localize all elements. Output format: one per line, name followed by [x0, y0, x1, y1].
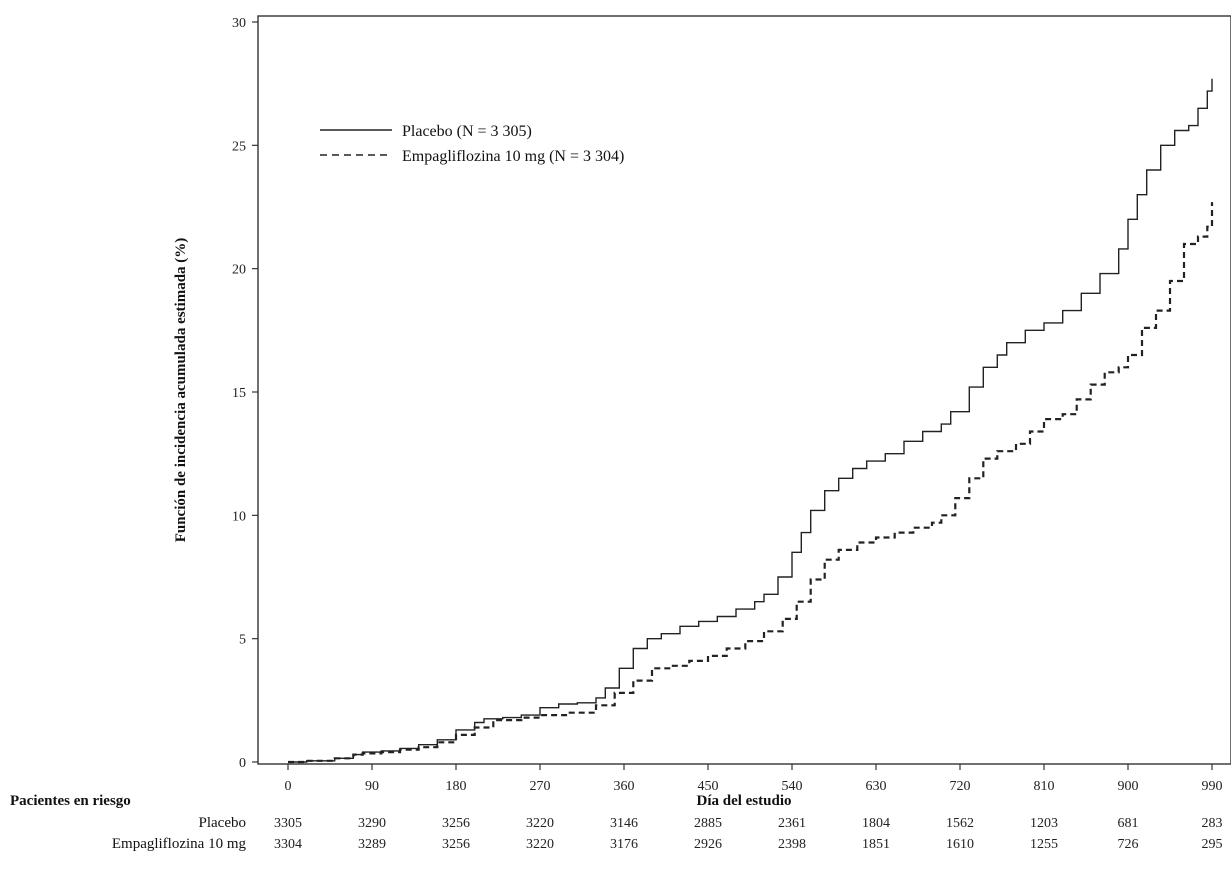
- risk-value-placebo-7: 1804: [862, 816, 890, 831]
- x-tick-label-5: 450: [698, 779, 719, 794]
- risk-value-placebo-10: 681: [1118, 816, 1139, 831]
- x-tick-label-8: 720: [950, 779, 971, 794]
- series-line-empagliflozina: [288, 202, 1214, 764]
- y-tick-label-3: 15: [232, 386, 246, 401]
- x-tick-label-0: 0: [285, 779, 292, 794]
- risk-table: Pacientes en riesgo Placebo Empagliflozi…: [10, 793, 1223, 852]
- y-tick-label-0: 0: [239, 756, 246, 771]
- x-tick-label-11: 990: [1202, 779, 1223, 794]
- y-axis-title: Función de incidencia acumulada estimada…: [173, 238, 189, 543]
- y-tick-label-2: 10: [232, 509, 246, 524]
- axis-titles: Día del estudio Función de incidencia ac…: [173, 238, 792, 809]
- risk-value-empagliflozina-9: 1255: [1030, 837, 1058, 852]
- risk-value-empagliflozina-7: 1851: [862, 837, 890, 852]
- x-tick-label-3: 270: [530, 779, 551, 794]
- risk-value-empagliflozina-8: 1610: [946, 837, 974, 852]
- y-tick-label-6: 30: [232, 16, 246, 31]
- risk-value-placebo-6: 2361: [778, 816, 806, 831]
- risk-value-empagliflozina-5: 2926: [694, 837, 722, 852]
- risk-table-title: Pacientes en riesgo: [10, 793, 131, 809]
- plot-frame: [257, 15, 1231, 765]
- risk-value-empagliflozina-3: 3220: [526, 837, 554, 852]
- x-tick-label-9: 810: [1034, 779, 1055, 794]
- x-tick-label-10: 900: [1118, 779, 1139, 794]
- risk-value-empagliflozina-11: 295: [1202, 837, 1223, 852]
- series-group: [288, 78, 1214, 764]
- legend-label-placebo: Placebo (N = 3 305): [402, 123, 532, 140]
- y-tick-label-1: 5: [239, 633, 246, 648]
- axes-group: 0 5 10 15 20 25 30 0 90 180 270 360 450 540 630 720 810 9…: [232, 15, 1231, 794]
- risk-value-empagliflozina-6: 2398: [778, 837, 806, 852]
- x-tick-label-6: 540: [782, 779, 803, 794]
- risk-values: 3305 3290 3256 3220 3146 2885 2361 1804 1562 1203…: [274, 816, 1223, 852]
- risk-value-placebo-1: 3290: [358, 816, 386, 831]
- risk-value-placebo-5: 2885: [694, 816, 722, 831]
- series-line-placebo: [288, 78, 1213, 763]
- x-tick-label-1: 90: [365, 779, 379, 794]
- risk-value-placebo-4: 3146: [610, 816, 638, 831]
- x-tick-label-4: 360: [614, 779, 635, 794]
- y-tick-label-4: 20: [232, 263, 246, 278]
- risk-value-empagliflozina-4: 3176: [610, 837, 638, 852]
- risk-value-placebo-3: 3220: [526, 816, 554, 831]
- risk-row-label-empagliflozina: Empagliflozina 10 mg: [112, 836, 247, 852]
- x-axis-title: Día del estudio: [696, 793, 791, 809]
- y-tick-label-5: 25: [232, 139, 246, 154]
- risk-row-label-placebo: Placebo: [199, 815, 246, 831]
- x-tick-label-2: 180: [446, 779, 467, 794]
- risk-value-empagliflozina-2: 3256: [442, 837, 470, 852]
- risk-value-placebo-2: 3256: [442, 816, 470, 831]
- risk-value-placebo-11: 283: [1202, 816, 1223, 831]
- legend: Placebo (N = 3 305) Empagliflozina 10 mg…: [320, 123, 624, 165]
- risk-value-placebo-0: 3305: [274, 816, 302, 831]
- risk-value-empagliflozina-1: 3289: [358, 837, 386, 852]
- risk-value-empagliflozina-0: 3304: [274, 837, 302, 852]
- risk-value-placebo-8: 1562: [946, 816, 974, 831]
- x-tick-label-7: 630: [866, 779, 887, 794]
- risk-value-empagliflozina-10: 726: [1118, 837, 1139, 852]
- risk-value-placebo-9: 1203: [1030, 816, 1058, 831]
- legend-label-empagliflozina: Empagliflozina 10 mg (N = 3 304): [402, 148, 624, 165]
